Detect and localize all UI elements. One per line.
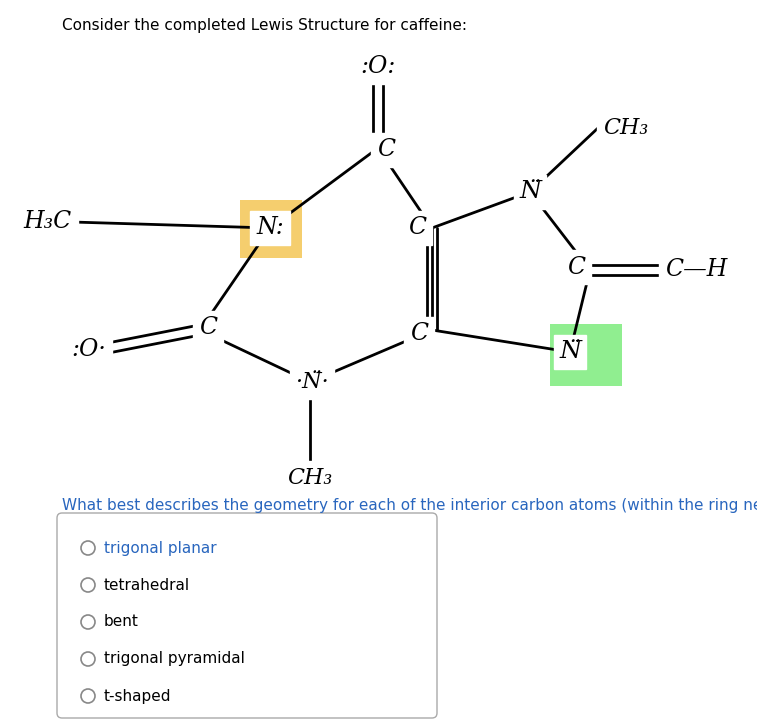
Text: What best describes the geometry for each of the interior carbon atoms (within t: What best describes the geometry for eac… (62, 498, 757, 513)
Text: trigonal planar: trigonal planar (104, 540, 217, 555)
Text: trigonal pyramidal: trigonal pyramidal (104, 651, 245, 667)
Text: :O:: :O: (360, 55, 396, 78)
Text: CH₃: CH₃ (603, 117, 648, 139)
Text: C: C (408, 217, 426, 239)
Text: t-shaped: t-shaped (104, 688, 172, 704)
Text: ·N̈·: ·N̈· (295, 371, 329, 393)
Text: N̈: N̈ (559, 340, 581, 364)
Text: tetrahedral: tetrahedral (104, 577, 190, 593)
Bar (240, 200, 302, 258)
Text: :O·: :O· (71, 339, 106, 361)
FancyBboxPatch shape (57, 513, 437, 718)
Text: N:: N: (256, 217, 284, 239)
Text: C: C (567, 255, 585, 278)
Text: C: C (377, 139, 395, 161)
Text: C: C (410, 323, 428, 345)
Bar (550, 324, 622, 386)
Text: H₃C: H₃C (23, 211, 72, 233)
Text: Consider the completed Lewis Structure for caffeine:: Consider the completed Lewis Structure f… (62, 18, 467, 33)
Text: C: C (199, 316, 217, 340)
Text: C—H: C—H (665, 259, 727, 281)
Text: CH₃: CH₃ (288, 467, 332, 489)
Text: bent: bent (104, 614, 139, 630)
Text: N̈: N̈ (519, 180, 541, 204)
